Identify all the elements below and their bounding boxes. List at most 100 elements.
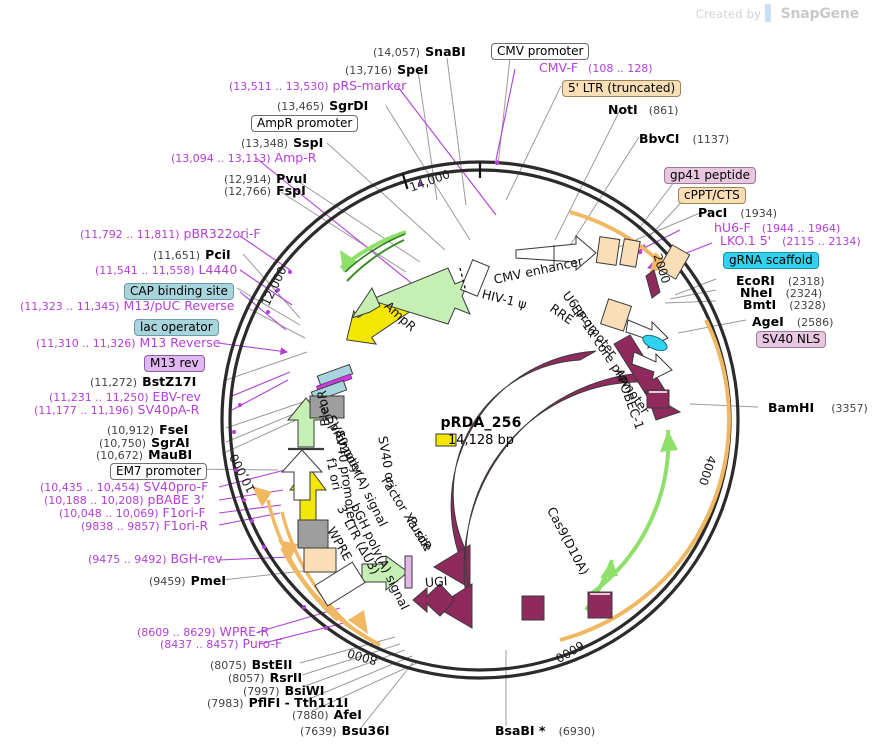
enzyme-label-bsiwi: (7997) BsiWI [243, 682, 324, 698]
enzyme-label-bstei: (8075) BstEII [210, 656, 292, 672]
primer-range: (10,188 .. 10,208) [44, 494, 144, 507]
enzyme-position: (10,912) [107, 424, 155, 437]
enzyme-label-bmti: BmtI (2328) [743, 296, 826, 312]
backbone-ticks [401, 162, 482, 190]
primer-range: (108 .. 128) [588, 62, 653, 75]
enzyme-name: PflFI - Tth111I [248, 695, 349, 710]
enzyme-label-pflfi-tth111i: (7983) PflFI - Tth111I [207, 694, 348, 710]
primer-name: EBV-rev [152, 389, 201, 404]
enzyme-position: (8057) [228, 672, 265, 685]
feature-tag-sv40-nls: SV40 NLS [756, 330, 827, 348]
enzyme-position: (7983) [207, 697, 244, 710]
arc-apobec1 [613, 334, 682, 421]
feature-tag-label: M13 rev [144, 355, 205, 372]
enzyme-position: (12,914) [224, 173, 272, 186]
feature-tag-label: 5' LTR (truncated) [562, 80, 682, 97]
enzyme-position: (861) [648, 104, 679, 117]
credit-prefix: Created by [695, 7, 762, 21]
feature-ampr-promoter [459, 259, 490, 297]
enzyme-label-ecori: EcoRI (2318) [736, 272, 824, 288]
feature-tag-cap-binding-site: CAP binding site [124, 282, 234, 300]
enzyme-label-sgrai: (10,750) SgrAI [99, 434, 190, 450]
arc-ugi [412, 583, 456, 617]
primer-range: (9838 .. 9857) [81, 520, 160, 533]
enzyme-position: (2328) [789, 299, 826, 312]
arc-cas9-d10a [435, 371, 662, 629]
enzyme-name: BamHI [768, 400, 815, 415]
enzyme-position: (1137) [692, 133, 730, 146]
primer-range: (8437 .. 8457) [160, 638, 239, 651]
primer-label-m13-reverse: (11,310 .. 11,326) M13 Reverse [36, 335, 221, 350]
feature-tag-label: SV40 NLS [756, 331, 827, 348]
plasmid-name: pRDA_256 [440, 415, 522, 431]
enzyme-name: NheI [740, 285, 773, 300]
feature-rre [657, 244, 691, 280]
primer-label-ebv-rev: (11,231 .. 11,250) EBV-rev [49, 389, 201, 404]
primer-range: (11,231 .. 11,250) [49, 391, 149, 404]
enzyme-label-noti: NotI (861) [608, 101, 678, 117]
enzyme-label-bstz17i: (11,272) BstZ17I [90, 373, 196, 389]
primer-range: (8609 .. 8629) [137, 626, 216, 639]
primer-range: (11,541 .. 11,558) [95, 264, 195, 277]
feature-label-ugi: UGI [424, 573, 448, 590]
primer-range: (10,435 .. 10,454) [40, 481, 140, 494]
primer-name: SV40pA-R [137, 402, 200, 417]
enzyme-name: SnaBI [425, 44, 466, 59]
enzyme-name: SgrDI [329, 98, 369, 113]
enzyme-position: (8075) [210, 659, 247, 672]
enzyme-name: EcoRI [736, 273, 775, 288]
enzyme-position: (10,750) [99, 437, 147, 450]
feature-tag-cppt-cts: cPPT/CTS [678, 186, 746, 204]
enzyme-position: (13,348) [241, 137, 289, 150]
enzyme-position: (2324) [785, 287, 823, 300]
enzyme-position: (2318) [787, 275, 825, 288]
enzyme-name: BstEII [251, 657, 293, 672]
feature-u6-promoter [645, 269, 661, 299]
enzyme-name: PmeI [190, 573, 226, 588]
enzyme-label-bamhi: BamHI (3357) [768, 399, 868, 415]
primer-name: M13/pUC Reverse [123, 298, 235, 313]
enzyme-label-pcii: (11,651) PciI [153, 246, 231, 262]
primer-range: (11,792 .. 11,811) [80, 228, 180, 241]
feature-cassette-left [289, 465, 366, 607]
snapgene-credit: Created by ▌ SnapGene [696, 4, 859, 22]
primer-name: F1ori-F [162, 505, 206, 520]
feature-puror [361, 555, 413, 592]
primer-name: M13 Reverse [139, 335, 221, 350]
primer-name: Puro-F [242, 636, 283, 651]
enzyme-label-afei: (7880) AfeI [292, 706, 362, 722]
primer-label-amp-r: (13,094 .. 13,113) Amp-R [171, 150, 317, 165]
enzyme-name: NotI [608, 102, 638, 117]
feature-sv40-promoter [280, 449, 324, 501]
enzyme-name: PacI [698, 205, 728, 220]
enzyme-name: BstZ17I [142, 374, 197, 389]
enzyme-position: (6930) [558, 725, 596, 738]
primer-label-puro-f: (8437 .. 8457) Puro-F [160, 636, 283, 651]
primer-label-hu6-f: hU6-F (1944 .. 1964) [714, 221, 841, 235]
enzyme-position: (13,716) [345, 64, 393, 77]
enzyme-name: BmtI [743, 297, 777, 312]
primer-name: WPRE-R [219, 624, 270, 639]
primer-range: (1944 .. 1964) [761, 222, 841, 235]
primer-name: CMV-F [539, 60, 579, 75]
primer-name: BGH-rev [170, 551, 223, 566]
enzyme-position: (7880) [292, 709, 329, 722]
primer-name: Amp-R [274, 150, 317, 165]
primer-label-l4440: (11,541 .. 11,558) L4440 [95, 262, 238, 277]
primer-label-lko1-5: LKO.1 5' (2115 .. 2134) [720, 234, 861, 248]
enzyme-position: (11,651) [153, 249, 201, 262]
enzyme-name: MauBI [148, 447, 193, 462]
enzyme-position: (11,272) [90, 376, 138, 389]
enzyme-label-sgrdi: (13,465) SgrDI [277, 97, 368, 113]
feature-tag-label: gp41 peptide [664, 167, 756, 184]
feature-tag-m13-rev: M13 rev [144, 354, 205, 372]
plasmid-size: 14,128 bp [447, 433, 515, 448]
enzyme-name: RsrII [269, 670, 303, 685]
enzyme-label-pmei: (9459) PmeI [149, 572, 226, 588]
enzyme-label-nhei: NheI (2324) [740, 284, 822, 300]
feature-tag-cmv-promoter: CMV promoter [491, 42, 590, 60]
enzyme-name: SpeI [397, 62, 429, 77]
feature-tag-label: lac operator [134, 319, 219, 336]
primer-name: L4440 [198, 262, 238, 277]
enzyme-position: (10,672) [96, 449, 144, 462]
